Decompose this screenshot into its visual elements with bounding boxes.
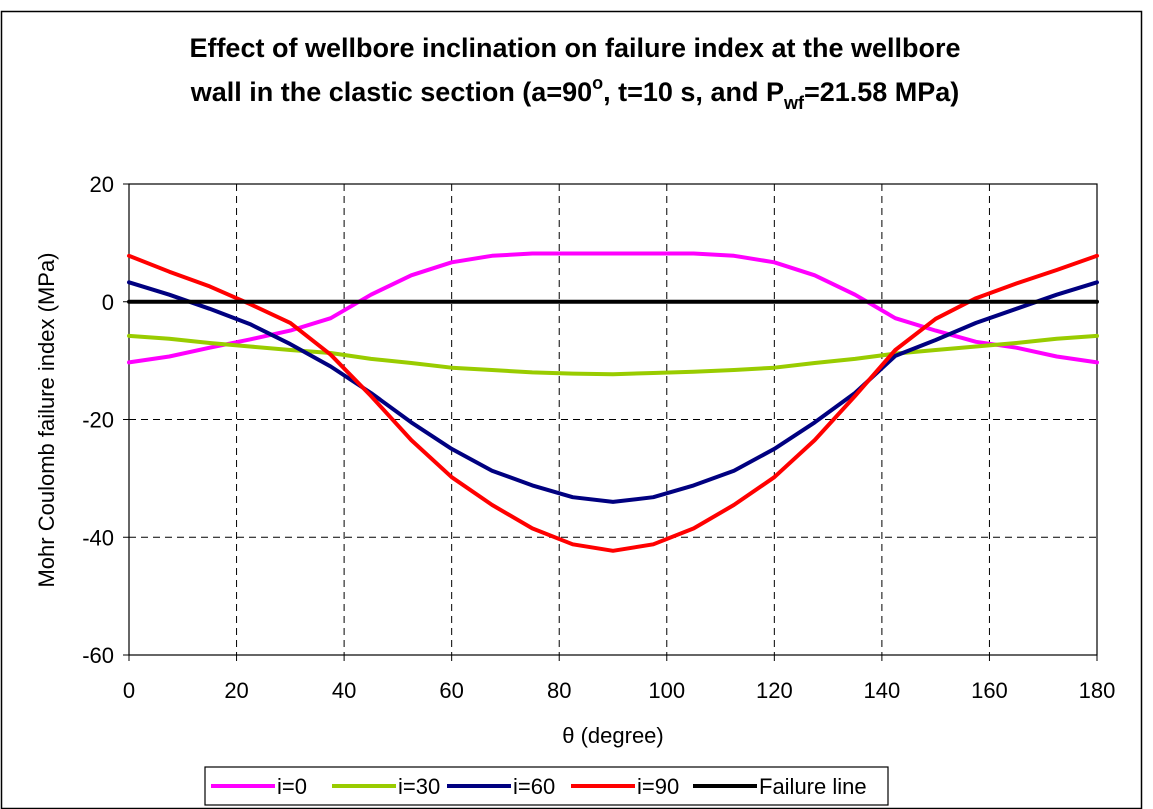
title-degree-superscript: o [592,73,603,93]
series-line-i-30 [127,333,1099,377]
series-line-i-90 [127,253,1099,553]
x-tick-label: 0 [123,678,135,703]
legend-label: i=90 [637,774,679,799]
x-tick-label: 160 [971,678,1008,703]
legend-label: i=0 [277,774,307,799]
x-tick-label: 140 [864,678,901,703]
series-line-i-0 [127,251,1099,365]
legend: i=0 i=30 i=60 i=90 Failure line [211,774,867,799]
x-tick-label: 40 [332,678,356,703]
legend-label: Failure line [759,774,867,799]
y-tick-label: 20 [90,172,114,197]
x-tick-label: 120 [756,678,793,703]
y-tick-label: -20 [82,408,114,433]
legend-label: i=60 [513,774,555,799]
y-tick-label: -60 [82,643,114,668]
series-line-i-60 [127,280,1099,504]
chart-title-line2: wall in the clastic section (a=90o, t=10… [190,73,960,113]
title-line2-mid: , t=10 s, and P [603,77,784,107]
x-tick-label: 100 [648,678,685,703]
title-subscript: wf [783,93,805,113]
x-axis-label: θ (degree) [562,723,664,748]
x-tick-label: 20 [224,678,248,703]
y-axis-label: Mohr Coulomb failure index (MPa) [34,252,59,587]
x-tick-label: 180 [1079,678,1116,703]
y-tick-label: 0 [102,290,114,315]
title-line2-prefix: wall in the clastic section (a=90 [190,77,592,107]
y-tick-label: -40 [82,525,114,550]
x-tick-label: 80 [547,678,571,703]
title-line2-suffix: =21.58 MPa) [804,77,959,107]
chart-title-line1: Effect of wellbore inclination on failur… [189,33,960,63]
x-tick-label: 60 [439,678,463,703]
series-lines [127,251,1099,553]
legend-label: i=30 [398,774,440,799]
legend-box [204,766,889,806]
